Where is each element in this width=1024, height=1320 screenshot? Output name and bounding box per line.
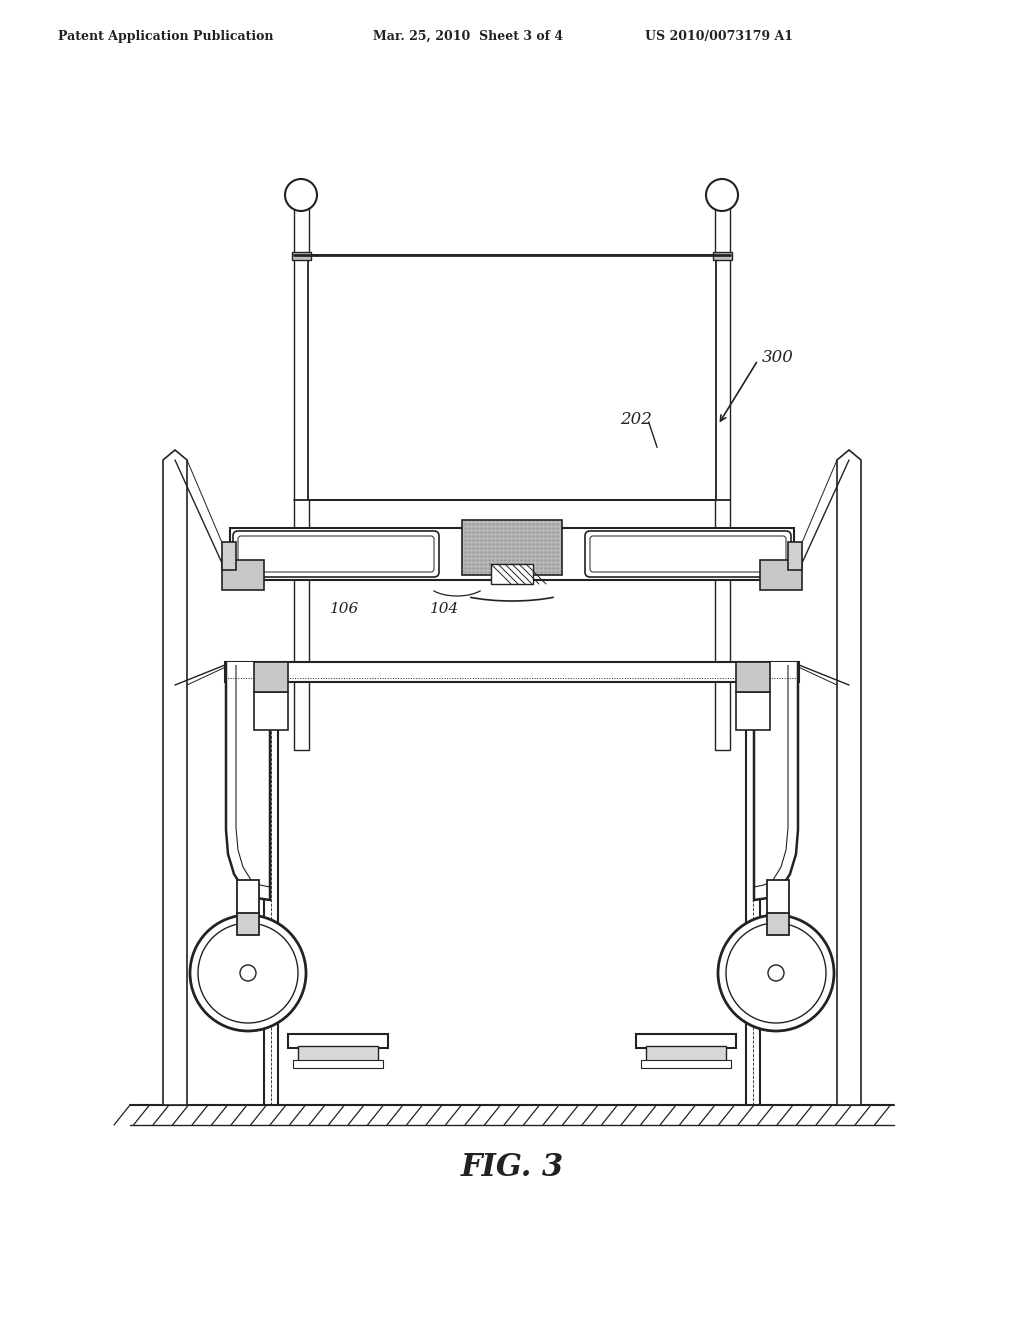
Bar	[641, 1060, 731, 1068]
Bar	[230, 528, 794, 579]
FancyBboxPatch shape	[233, 531, 439, 577]
Bar	[767, 880, 790, 915]
Text: 300: 300	[762, 350, 794, 367]
Bar	[254, 692, 288, 730]
Polygon shape	[226, 663, 270, 900]
Circle shape	[198, 923, 298, 1023]
Text: US 2010/0073179 A1: US 2010/0073179 A1	[645, 30, 793, 44]
FancyBboxPatch shape	[590, 536, 786, 572]
Bar	[715, 255, 730, 750]
Bar	[288, 1034, 388, 1048]
Circle shape	[190, 915, 306, 1031]
Text: 202: 202	[620, 412, 652, 429]
Circle shape	[718, 915, 834, 1031]
Bar	[462, 520, 562, 576]
Circle shape	[726, 923, 826, 1023]
Bar	[308, 255, 716, 500]
Text: Patent Application Publication: Patent Application Publication	[58, 30, 273, 44]
Circle shape	[240, 965, 256, 981]
Bar	[293, 1060, 383, 1068]
Bar	[294, 255, 309, 750]
Text: FIG. 3: FIG. 3	[461, 1152, 563, 1183]
Bar	[490, 564, 534, 583]
Polygon shape	[163, 450, 187, 1105]
Bar	[760, 560, 802, 590]
Bar	[767, 913, 790, 935]
Bar	[292, 252, 311, 260]
Text: 104: 104	[430, 602, 459, 616]
Bar	[237, 880, 259, 915]
Bar	[788, 543, 802, 570]
Polygon shape	[837, 450, 861, 1105]
Bar	[713, 252, 732, 260]
Bar	[298, 1045, 378, 1063]
Bar	[715, 205, 730, 255]
FancyBboxPatch shape	[585, 531, 791, 577]
Bar	[222, 560, 264, 590]
Bar	[237, 913, 259, 935]
Bar	[636, 1034, 736, 1048]
Bar	[222, 543, 236, 570]
Bar	[646, 1045, 726, 1063]
Bar	[294, 205, 309, 255]
Polygon shape	[754, 663, 798, 900]
Bar	[736, 663, 770, 692]
Bar	[225, 663, 799, 682]
FancyBboxPatch shape	[238, 536, 434, 572]
Circle shape	[285, 180, 317, 211]
Circle shape	[706, 180, 738, 211]
Text: 106: 106	[330, 602, 359, 616]
Bar	[254, 663, 288, 692]
Bar	[736, 692, 770, 730]
Circle shape	[768, 965, 784, 981]
Text: Mar. 25, 2010  Sheet 3 of 4: Mar. 25, 2010 Sheet 3 of 4	[373, 30, 563, 44]
